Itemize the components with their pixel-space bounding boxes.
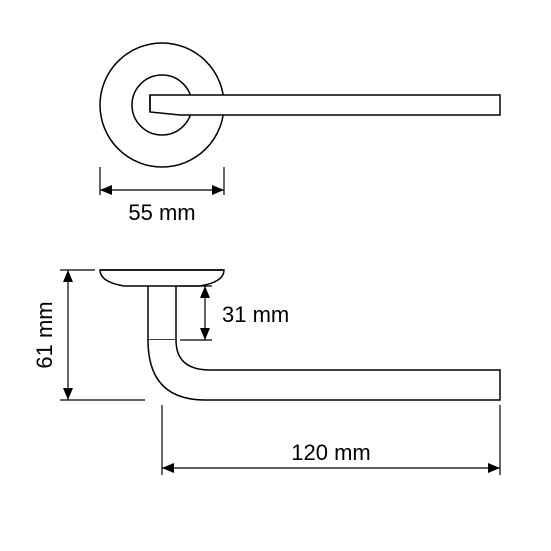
dim-neck-31: 31 mm: [180, 286, 289, 340]
dim-lever-120: 120 mm: [162, 405, 500, 475]
dim-rose-label: 55 mm: [128, 200, 195, 225]
top-view: 55 mm: [100, 43, 500, 225]
dim-height-label: 61 mm: [32, 301, 57, 368]
lever-top: [150, 95, 500, 115]
technical-drawing: 55 mm 61 mm 31 mm: [0, 0, 551, 551]
rose-side-profile: [100, 270, 224, 286]
dim-rose-diameter: 55 mm: [100, 167, 224, 225]
dim-neck-label: 31 mm: [222, 302, 289, 327]
dim-lever-label: 120 mm: [291, 440, 370, 465]
neck-side: [148, 286, 176, 340]
lever-side: [148, 340, 500, 400]
dim-height-61: 61 mm: [32, 270, 145, 400]
side-view: 61 mm 31 mm 120 mm: [32, 270, 500, 475]
